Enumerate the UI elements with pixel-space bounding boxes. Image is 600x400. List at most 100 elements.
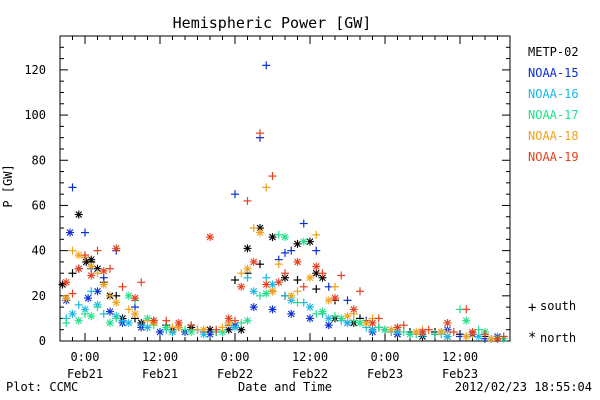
- data-point-stroke: [262, 281, 270, 288]
- data-point-stroke: [287, 310, 295, 318]
- data-point-stroke: [69, 310, 76, 318]
- data-point-stroke: [362, 319, 370, 327]
- data-point-north: [237, 282, 246, 291]
- data-point-stroke: [306, 238, 314, 245]
- data-point-north: [393, 323, 402, 332]
- data-point-north: [343, 318, 352, 327]
- data-point-south: [81, 309, 89, 318]
- data-point-south: [137, 278, 146, 287]
- data-point-stroke: [469, 328, 476, 336]
- data-point-north: [437, 327, 446, 336]
- data-point-stroke: [287, 292, 295, 300]
- data-point-north: [324, 314, 333, 323]
- data-point-north: [281, 233, 289, 242]
- data-point-stroke: [244, 265, 251, 273]
- data-point-north: [287, 291, 296, 300]
- data-point-stroke: [94, 287, 101, 295]
- data-point-stroke: [494, 335, 501, 343]
- data-point-south: [68, 289, 77, 298]
- data-point-stroke: [250, 258, 258, 266]
- data-point-south: [87, 287, 96, 296]
- data-point-stroke: [300, 238, 308, 245]
- data-point-north: [299, 237, 308, 246]
- data-point-stroke: [169, 328, 176, 336]
- series-noaa-19: [62, 129, 508, 343]
- data-point-south: [249, 224, 258, 233]
- data-point-stroke: [281, 274, 289, 282]
- data-point-south: [318, 269, 327, 278]
- x-tick-date-label: Feb21: [142, 367, 178, 381]
- data-point-south: [374, 314, 383, 323]
- data-point-stroke: [175, 319, 183, 327]
- data-point-stroke: [381, 326, 389, 334]
- data-point-south: [106, 291, 114, 300]
- data-point-stroke: [144, 324, 151, 331]
- data-point-south: [81, 228, 89, 237]
- data-point-stroke: [475, 333, 483, 340]
- legend-item: NOAA-17: [528, 108, 579, 122]
- data-point-stroke: [206, 233, 214, 241]
- data-point-stroke: [344, 312, 351, 320]
- data-point-stroke: [131, 294, 139, 302]
- data-point-south: [256, 291, 264, 300]
- data-point-stroke: [269, 233, 276, 241]
- data-point-stroke: [62, 278, 70, 286]
- data-point-south: [256, 129, 264, 138]
- data-point-north: [243, 244, 252, 253]
- data-point-north: [274, 278, 283, 287]
- data-point-north: [349, 305, 358, 314]
- data-point-south: [137, 321, 146, 330]
- x-axis-label: Date and Time: [238, 380, 332, 394]
- data-point-north: [249, 303, 258, 312]
- data-point-north: [87, 255, 96, 264]
- data-point-south: [231, 316, 239, 325]
- x-tick-time-label: 0:00: [221, 350, 250, 364]
- data-point-north: [106, 318, 114, 327]
- data-point-stroke: [62, 294, 70, 302]
- data-point-stroke: [162, 324, 170, 331]
- data-point-south: [312, 285, 321, 294]
- data-point-north: [124, 318, 133, 327]
- data-point-stroke: [444, 319, 451, 327]
- data-point-stroke: [269, 281, 276, 288]
- data-point-stroke: [75, 251, 83, 259]
- legend-item: NOAA-16: [528, 87, 579, 101]
- data-point-south: [118, 282, 127, 291]
- data-point-stroke: [250, 303, 258, 311]
- data-point-north: [249, 287, 258, 296]
- data-point-stroke: [187, 328, 195, 336]
- series-noaa-17: [62, 230, 508, 343]
- marker-key-north-symbol: *: [528, 330, 536, 346]
- data-point-north: [231, 323, 239, 332]
- x-tick-time-label: 12:00: [442, 350, 478, 364]
- data-point-stroke: [412, 328, 420, 336]
- data-point-stroke: [369, 319, 376, 327]
- data-point-south: [218, 323, 227, 332]
- data-point-south: [93, 303, 102, 312]
- data-point-south: [274, 260, 283, 269]
- data-point-stroke: [325, 321, 333, 329]
- data-point-south: [74, 300, 83, 309]
- data-point-south: [356, 287, 364, 296]
- data-point-south: [424, 325, 433, 334]
- data-point-stroke: [87, 312, 95, 320]
- data-point-stroke: [244, 244, 251, 252]
- legend-item: NOAA-15: [528, 66, 579, 80]
- data-point-north: [262, 289, 271, 298]
- data-point-south: [262, 61, 271, 70]
- data-point-north: [406, 330, 414, 339]
- data-point-south: [106, 264, 114, 273]
- data-point-north: [62, 278, 71, 287]
- data-point-stroke: [225, 315, 233, 322]
- x-tick-date-label: Feb23: [442, 367, 478, 381]
- data-point-stroke: [462, 317, 470, 325]
- data-point-stroke: [237, 326, 245, 334]
- data-point-north: [243, 316, 252, 325]
- data-point-stroke: [225, 326, 233, 334]
- data-point-south: [68, 183, 77, 192]
- data-point-south: [131, 303, 139, 312]
- data-point-north: [106, 307, 114, 316]
- data-point-stroke: [94, 265, 101, 273]
- x-tick-time-label: 0:00: [371, 350, 400, 364]
- data-point-stroke: [487, 335, 495, 343]
